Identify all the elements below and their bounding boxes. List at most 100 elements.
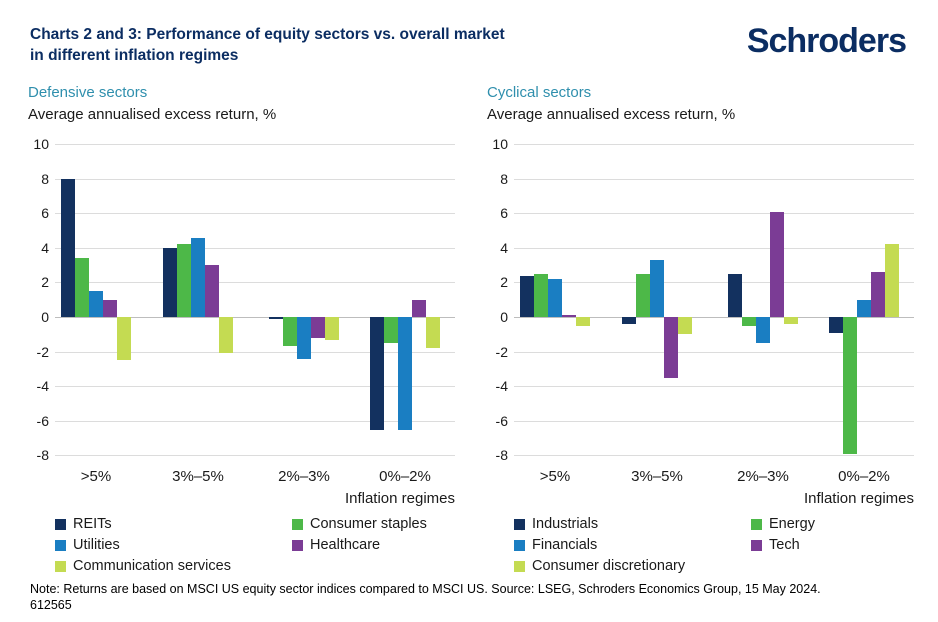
bar-healthcare — [103, 299, 117, 317]
bar-communication-services — [117, 317, 131, 361]
y-tick-label: 2 — [41, 274, 49, 291]
y-tick-label: -8 — [36, 447, 49, 464]
bar-financials — [650, 259, 664, 317]
plot-area: 10 8 6 4 2 0 -2 -4 -6 -8 >5% 3%–5% 2%–3% 0%–2% Inflati… — [487, 130, 922, 515]
legend-label: Consumer staples — [310, 516, 427, 532]
x-tick-label: 0%–2% — [838, 468, 890, 485]
bar-reits — [163, 247, 177, 317]
bar-consumer-discretionary — [678, 317, 692, 335]
y-tick-label: 0 — [41, 309, 49, 325]
legend-swatch — [751, 519, 762, 530]
y-tick-label: 0 — [500, 309, 508, 325]
legend-label: Communication services — [73, 558, 231, 574]
gridline — [55, 247, 455, 249]
legend-label: REITs — [73, 516, 112, 532]
y-tick-label: -2 — [36, 343, 49, 360]
y-tick-label: -6 — [495, 412, 508, 429]
bar-consumer-staples — [177, 243, 191, 317]
gridline — [55, 455, 455, 457]
gridline — [55, 386, 455, 388]
legend-swatch — [514, 540, 525, 551]
bar-financials — [548, 278, 562, 317]
legend-item: Tech — [751, 537, 815, 553]
x-tick-label: 3%–5% — [172, 468, 224, 485]
bar-energy — [742, 317, 756, 326]
bar-utilities — [398, 317, 412, 430]
y-tick-label: 4 — [41, 239, 49, 256]
schroders-logo: Schroders — [746, 22, 907, 60]
page-title: Charts 2 and 3: Performance of equity se… — [30, 26, 505, 64]
legend-swatch — [514, 561, 525, 572]
bar-reits — [269, 317, 283, 319]
bar-healthcare — [311, 317, 325, 338]
bar-healthcare — [205, 265, 219, 317]
bar-industrials — [829, 317, 843, 333]
gridline — [514, 420, 914, 422]
x-tick-label: >5% — [539, 468, 571, 485]
y-tick-label: 8 — [500, 170, 508, 187]
legend-item: Financials — [514, 537, 751, 553]
chart-cyclical-sectors: Cyclical sectors Average annualised exce… — [487, 83, 922, 574]
bar-reits — [370, 317, 384, 430]
legend-swatch — [514, 519, 525, 530]
footnote-note: Note: Returns are based on MSCI US equit… — [30, 582, 821, 596]
y-tick-label: 8 — [41, 170, 49, 187]
chart-defensive-sectors: Defensive sectors Average annualised exc… — [28, 83, 463, 574]
gridline — [55, 282, 455, 284]
gridline — [514, 213, 914, 215]
bar-industrials — [622, 317, 636, 324]
gridline — [514, 178, 914, 180]
x-tick-label: >5% — [80, 468, 112, 485]
legend-item: REITs — [55, 516, 292, 532]
chart-legend: Industrials Energy Financials Tech Consumer … — [514, 516, 815, 574]
gridline — [514, 455, 914, 457]
x-axis-title: Inflation regimes — [344, 490, 455, 507]
legend-label: Tech — [769, 537, 800, 553]
chart-y-axis-title: Average annualised excess return, % — [487, 106, 736, 123]
y-tick-label: -4 — [36, 378, 49, 395]
legend-item: Consumer staples — [292, 516, 427, 532]
bar-tech — [871, 272, 885, 317]
legend-swatch — [751, 540, 762, 551]
zero-gridline — [514, 317, 914, 318]
bar-financials — [857, 299, 871, 317]
legend-label: Utilities — [73, 537, 120, 553]
bar-utilities — [297, 317, 311, 359]
legend-label: Healthcare — [310, 537, 381, 553]
chart-subtitle: Cyclical sectors — [487, 84, 592, 101]
gridline — [514, 282, 914, 284]
bar-communication-services — [426, 317, 440, 349]
x-axis-title: Inflation regimes — [803, 490, 914, 507]
bar-energy — [843, 317, 857, 454]
legend-item: Utilities — [55, 537, 292, 553]
bar-reits — [61, 178, 75, 317]
footnote-id: 612565 — [30, 598, 72, 612]
y-tick-label: -6 — [36, 412, 49, 429]
x-tick-label: 2%–3% — [278, 468, 330, 485]
legend-swatch — [292, 540, 303, 551]
x-tick-label: 2%–3% — [737, 468, 789, 485]
bar-healthcare — [412, 299, 426, 317]
bar-consumer-discretionary — [885, 244, 899, 317]
bar-utilities — [89, 291, 103, 318]
y-tick-label: 6 — [41, 205, 49, 222]
bar-tech — [770, 211, 784, 317]
legend-swatch — [292, 519, 303, 530]
y-tick-label: -8 — [495, 447, 508, 464]
chart-y-axis-title: Average annualised excess return, % — [28, 106, 277, 123]
bar-industrials — [728, 273, 742, 318]
footnote: Note: Returns are based on MSCI US equit… — [30, 581, 925, 613]
bar-consumer-discretionary — [784, 317, 798, 324]
y-tick-label: 10 — [492, 136, 508, 152]
plot-area: 10 8 6 4 2 0 -2 -4 -6 -8 >5% 3%–5% 2%–3% 0%–2% Inflati… — [28, 130, 463, 515]
legend-label: Industrials — [532, 516, 599, 532]
bar-consumer-staples — [75, 258, 89, 317]
y-tick-label: 6 — [500, 205, 508, 222]
bar-energy — [534, 273, 548, 318]
chart-legend: REITs Consumer staples Utilities Healthcare… — [55, 516, 427, 574]
gridline — [55, 144, 455, 145]
gridline — [514, 247, 914, 249]
bar-financials — [756, 317, 770, 343]
legend-item: Consumer discretionary — [514, 558, 751, 574]
gridline — [514, 386, 914, 388]
